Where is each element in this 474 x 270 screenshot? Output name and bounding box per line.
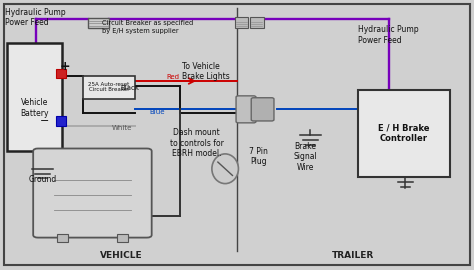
Text: To Vehicle
Brake Lights: To Vehicle Brake Lights — [182, 62, 230, 81]
Text: Dash mount
to controls for
EBRH model.: Dash mount to controls for EBRH model. — [170, 128, 224, 158]
Text: 7 Pin
Plug: 7 Pin Plug — [249, 147, 268, 166]
Ellipse shape — [212, 154, 238, 184]
FancyBboxPatch shape — [235, 17, 248, 28]
Text: E / H Brake
Controller: E / H Brake Controller — [378, 124, 430, 143]
FancyBboxPatch shape — [88, 18, 109, 28]
Text: Hydraulic Pump
Power Feed: Hydraulic Pump Power Feed — [358, 25, 419, 45]
FancyBboxPatch shape — [7, 43, 62, 151]
FancyBboxPatch shape — [83, 76, 135, 99]
FancyBboxPatch shape — [33, 148, 152, 238]
FancyBboxPatch shape — [57, 234, 68, 242]
Text: Red: Red — [166, 74, 179, 80]
Text: White: White — [111, 125, 132, 131]
FancyBboxPatch shape — [236, 96, 256, 123]
FancyBboxPatch shape — [251, 98, 274, 121]
FancyBboxPatch shape — [358, 90, 450, 177]
FancyBboxPatch shape — [56, 69, 66, 78]
Text: Circuit Breaker as specified
by E/H system supplier: Circuit Breaker as specified by E/H syst… — [102, 21, 193, 33]
FancyBboxPatch shape — [56, 116, 66, 126]
Text: Ground: Ground — [28, 175, 57, 184]
Text: Brake
Signal
Wire: Brake Signal Wire — [294, 142, 318, 171]
Text: +: + — [60, 60, 71, 73]
FancyBboxPatch shape — [117, 234, 128, 242]
Text: Hydraulic Pump
Power Feed: Hydraulic Pump Power Feed — [5, 8, 65, 27]
Text: −: − — [40, 116, 50, 126]
Text: Vehicle
Battery: Vehicle Battery — [20, 98, 49, 118]
Text: Black: Black — [121, 85, 140, 91]
FancyBboxPatch shape — [250, 17, 264, 28]
Text: Blue: Blue — [149, 109, 165, 115]
Text: VEHICLE: VEHICLE — [100, 251, 142, 260]
FancyBboxPatch shape — [4, 4, 470, 265]
Text: 25A Auto-reset
Circuit Breaker: 25A Auto-reset Circuit Breaker — [88, 82, 130, 92]
Text: TRAILER: TRAILER — [332, 251, 374, 260]
